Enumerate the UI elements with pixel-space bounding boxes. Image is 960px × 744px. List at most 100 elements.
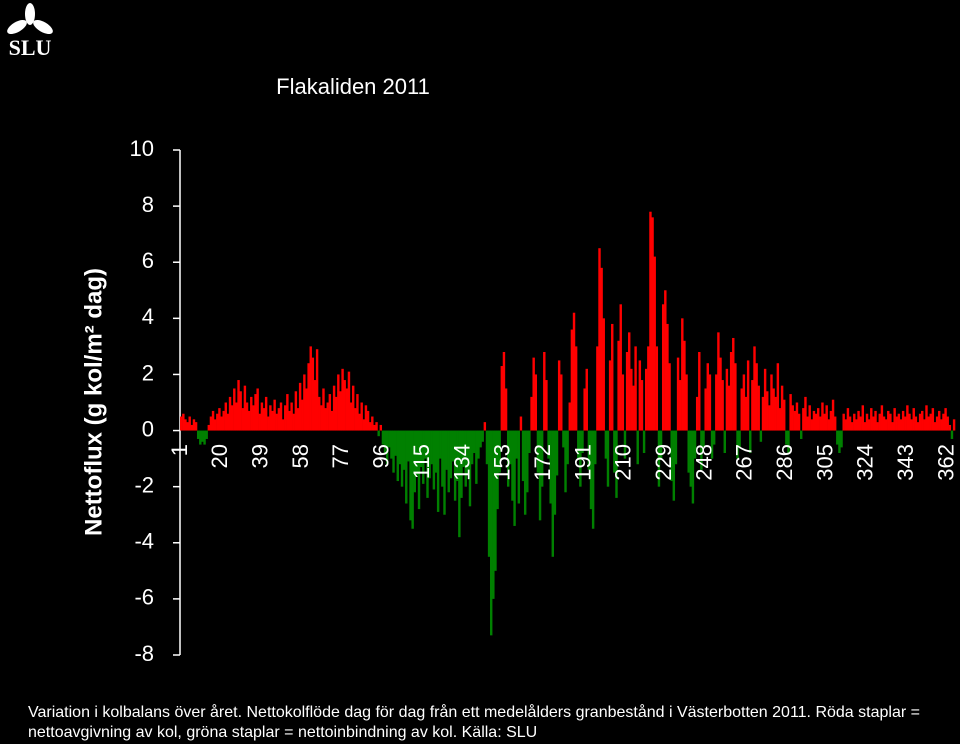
bar xyxy=(861,405,864,431)
bar xyxy=(831,399,835,431)
bar xyxy=(698,352,701,431)
bar xyxy=(723,430,726,453)
bar xyxy=(203,430,206,445)
bar xyxy=(776,363,780,431)
bar xyxy=(313,380,317,431)
bar xyxy=(642,430,646,453)
bar xyxy=(797,413,801,431)
bar xyxy=(281,419,285,431)
bar xyxy=(553,430,557,515)
bar xyxy=(192,419,196,431)
bar xyxy=(490,430,493,636)
bar xyxy=(324,408,327,431)
bar xyxy=(271,410,274,431)
bar xyxy=(938,410,941,431)
bar xyxy=(770,374,773,431)
bar xyxy=(390,430,393,459)
bar xyxy=(882,416,886,431)
bar xyxy=(804,396,807,431)
bar xyxy=(757,385,760,431)
bar xyxy=(695,396,699,431)
bar xyxy=(445,430,448,470)
bar xyxy=(464,430,467,487)
bar xyxy=(213,419,217,431)
bar xyxy=(867,419,871,431)
bar xyxy=(823,413,826,431)
bar xyxy=(519,416,523,431)
bar xyxy=(475,430,478,484)
bar xyxy=(228,396,232,431)
bar xyxy=(704,388,707,431)
bar xyxy=(613,430,616,473)
bar xyxy=(812,410,816,431)
bar xyxy=(678,380,682,431)
bar xyxy=(190,424,194,431)
bar xyxy=(400,430,404,487)
bar xyxy=(207,424,211,431)
bar xyxy=(944,408,947,431)
bar xyxy=(876,422,879,431)
y-tick-label: 8 xyxy=(142,192,154,217)
bar xyxy=(224,402,228,431)
bar xyxy=(672,430,676,501)
bar xyxy=(940,419,943,431)
bar xyxy=(850,422,854,431)
logo: SLU xyxy=(9,35,52,60)
bar xyxy=(946,416,949,431)
bar xyxy=(322,388,325,431)
bar xyxy=(252,405,255,431)
bar xyxy=(422,430,425,484)
bar xyxy=(899,419,903,431)
bar xyxy=(729,352,733,431)
x-tick-label: 39 xyxy=(248,444,273,468)
bar xyxy=(572,312,576,431)
bar xyxy=(598,248,601,431)
bar xyxy=(589,430,593,510)
bar xyxy=(458,430,461,538)
bar xyxy=(547,430,550,459)
bar xyxy=(800,430,803,439)
bar xyxy=(912,408,915,431)
bar xyxy=(339,391,342,431)
bar xyxy=(715,374,718,431)
bar xyxy=(895,416,898,431)
y-tick-label: 6 xyxy=(142,248,154,273)
bar xyxy=(759,430,763,442)
bar xyxy=(526,430,529,493)
bar xyxy=(579,430,582,487)
bar xyxy=(623,430,627,459)
bar xyxy=(292,413,295,431)
bar xyxy=(383,430,387,453)
bar xyxy=(619,304,622,431)
bar xyxy=(577,430,580,459)
bar xyxy=(543,352,546,431)
x-tick-label: 343 xyxy=(893,444,918,481)
bar xyxy=(749,430,752,453)
bar xyxy=(247,410,251,431)
x-tick-label: 58 xyxy=(288,444,313,468)
bar xyxy=(844,419,848,431)
bar xyxy=(453,430,457,501)
bar xyxy=(379,424,383,431)
bar xyxy=(838,430,841,453)
bar xyxy=(496,430,499,510)
bar xyxy=(303,374,306,431)
bar xyxy=(226,413,230,431)
x-tick-label: 1 xyxy=(167,444,192,456)
bar xyxy=(659,430,663,459)
bar xyxy=(596,346,599,431)
bar xyxy=(241,408,244,431)
bar xyxy=(778,408,782,431)
bar xyxy=(504,388,508,431)
bar xyxy=(466,430,470,476)
x-tick-label: 20 xyxy=(207,444,232,468)
bar xyxy=(487,430,491,557)
y-tick-label: 2 xyxy=(142,360,154,385)
bar xyxy=(848,416,852,431)
bar xyxy=(846,408,850,431)
bar xyxy=(409,430,412,521)
bar xyxy=(538,430,542,521)
bar xyxy=(931,408,935,431)
bar xyxy=(842,413,845,431)
bar xyxy=(555,430,559,476)
